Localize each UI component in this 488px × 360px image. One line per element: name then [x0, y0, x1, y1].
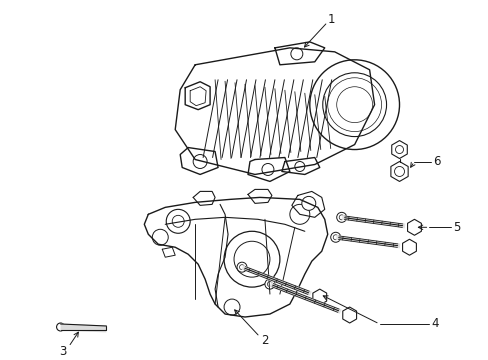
Circle shape — [262, 163, 273, 175]
Circle shape — [395, 145, 403, 153]
Circle shape — [172, 215, 184, 227]
Circle shape — [309, 60, 399, 149]
Circle shape — [290, 48, 302, 60]
Text: 2: 2 — [261, 334, 268, 347]
Circle shape — [239, 265, 244, 270]
Circle shape — [234, 241, 269, 277]
Polygon shape — [312, 289, 326, 305]
Polygon shape — [402, 239, 416, 255]
Circle shape — [344, 95, 364, 114]
Polygon shape — [390, 162, 407, 181]
Circle shape — [322, 73, 386, 136]
Circle shape — [339, 215, 344, 220]
Circle shape — [152, 229, 168, 245]
Circle shape — [327, 78, 381, 132]
Text: 5: 5 — [452, 221, 460, 234]
Circle shape — [237, 262, 246, 272]
Circle shape — [336, 87, 372, 123]
Text: 1: 1 — [327, 13, 335, 26]
Circle shape — [332, 83, 376, 127]
Polygon shape — [342, 307, 356, 323]
Circle shape — [394, 166, 404, 176]
Circle shape — [332, 235, 338, 240]
Circle shape — [289, 204, 309, 224]
Circle shape — [57, 323, 64, 331]
Circle shape — [294, 162, 304, 171]
Circle shape — [224, 231, 279, 287]
Circle shape — [336, 212, 346, 222]
Circle shape — [330, 232, 340, 242]
Circle shape — [349, 100, 359, 110]
Circle shape — [193, 154, 207, 168]
Text: 6: 6 — [432, 155, 440, 168]
Circle shape — [224, 299, 240, 315]
Text: 4: 4 — [430, 318, 438, 330]
Circle shape — [267, 282, 272, 287]
Polygon shape — [407, 219, 421, 235]
Text: 3: 3 — [59, 345, 66, 359]
Circle shape — [301, 197, 315, 210]
Circle shape — [166, 210, 190, 233]
Polygon shape — [391, 140, 407, 158]
Circle shape — [264, 279, 274, 289]
